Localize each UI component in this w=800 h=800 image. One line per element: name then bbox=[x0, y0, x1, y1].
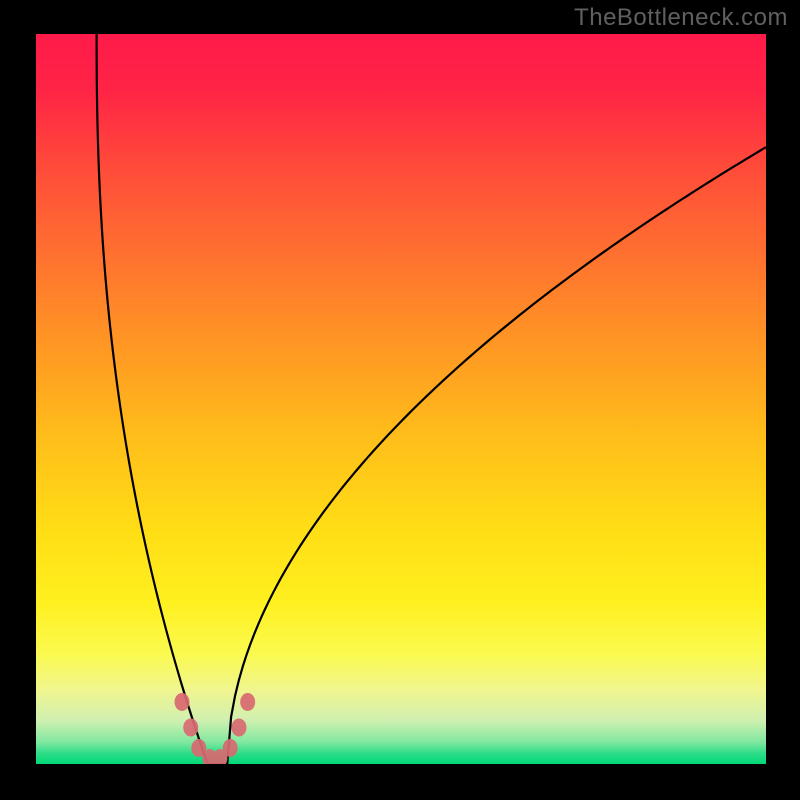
gradient-background bbox=[36, 34, 766, 764]
vertex-marker bbox=[175, 693, 190, 711]
chart-container: TheBottleneck.com bbox=[0, 0, 800, 800]
plot-area bbox=[36, 34, 766, 764]
vertex-marker bbox=[231, 719, 246, 737]
vertex-marker bbox=[223, 739, 238, 757]
vertex-marker bbox=[240, 693, 255, 711]
vertex-marker bbox=[183, 719, 198, 737]
watermark-text: TheBottleneck.com bbox=[574, 4, 788, 32]
chart-svg bbox=[36, 34, 766, 764]
